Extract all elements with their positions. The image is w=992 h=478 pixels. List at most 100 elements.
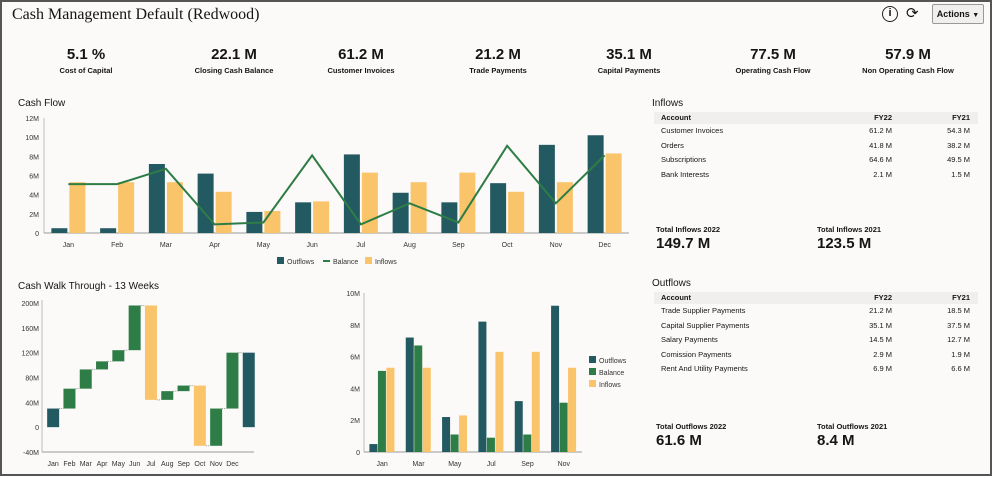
outflows-bar: [551, 305, 560, 452]
column-header: Account: [661, 113, 691, 122]
x-tick-label: Jul: [356, 242, 365, 249]
table-cell: 1.9 M: [951, 349, 970, 359]
kpi-label: Non Operating Cash Flow: [862, 66, 954, 75]
inflows-bar: [531, 351, 540, 452]
x-tick-label: Mar: [80, 461, 93, 468]
inflows-bar: [422, 367, 431, 452]
x-tick-label: Feb: [63, 461, 75, 468]
balance-line: [68, 144, 606, 226]
total-outflows-2021-label: Total Outflows 2021: [817, 422, 888, 431]
outflows-table: Account FY22 FY21 Trade Supplier Payments 21…: [654, 292, 978, 377]
kpi-label: Operating Cash Flow: [735, 66, 811, 75]
outflows-bar: [343, 154, 360, 233]
kpi-label: Customer Invoices: [327, 66, 395, 75]
x-tick-label: Jun: [306, 242, 317, 249]
x-tick-label: May: [448, 461, 462, 468]
y-tick-label: 40M: [25, 400, 39, 407]
y-tick-label: 8M: [29, 154, 39, 161]
outflows-bar: [442, 417, 451, 452]
kpi-tile: 5.1 % Cost of Capital: [11, 46, 161, 75]
legend-label: Inflows: [599, 382, 621, 389]
inflows-bar: [459, 415, 468, 452]
legend-label: Balance: [599, 370, 624, 377]
legend-swatch-outflows: [277, 257, 284, 264]
y-tick-label: 10M: [346, 291, 360, 298]
table-cell: Comission Payments: [661, 349, 732, 359]
legend-label: Outflows: [599, 358, 627, 365]
outflows-bar: [478, 321, 487, 452]
x-tick-label: May: [112, 461, 126, 468]
kpi-label: Capital Payments: [597, 66, 661, 75]
outflows-bar: [490, 183, 507, 233]
y-tick-label: 10M: [25, 135, 39, 142]
table-cell: 21.2 M: [869, 306, 892, 315]
table-row: Rent And Utility Payments 6.9 M 6.6 M: [654, 362, 978, 377]
x-tick-label: Jan: [48, 461, 59, 468]
table-cell: Orders: [661, 140, 684, 150]
x-tick-label: Sep: [177, 461, 190, 468]
inflows-table: Account FY22 FY21 Customer Invoices 61.2 M 54…: [654, 112, 978, 182]
y-tick-label: 8M: [350, 323, 360, 330]
x-tick-label: Nov: [210, 461, 223, 468]
table-cell: Salary Payments: [661, 335, 718, 344]
balance-bar: [523, 434, 532, 452]
y-tick-label: 4M: [29, 193, 39, 200]
y-tick-label: 6M: [29, 174, 39, 181]
inflows-bar: [264, 210, 281, 233]
balance-bar: [414, 345, 423, 452]
waterfall-bar: [177, 385, 190, 392]
column-header: FY21: [952, 113, 970, 122]
kpi-value: 21.2 M: [475, 46, 521, 63]
info-icon[interactable]: i: [882, 6, 898, 22]
legend-swatch-inflows: [589, 380, 596, 387]
table-row: Customer Invoices 61.2 M 54.3 M: [654, 124, 978, 139]
legend-label: Balance: [333, 259, 358, 266]
actions-label: Actions: [936, 9, 970, 19]
inflows-bar: [459, 172, 476, 233]
waterfall-bar: [161, 391, 174, 400]
y-tick-label: 160M: [21, 326, 39, 333]
y-tick-label: 2M: [29, 212, 39, 219]
table-cell: 49.5 M: [947, 155, 970, 164]
waterfall-bar: [226, 352, 239, 409]
outflows-bar: [587, 135, 604, 233]
table-row: Comission Payments 2.9 M 1.9 M: [654, 348, 978, 363]
actions-button[interactable]: Actions ▼: [932, 4, 984, 24]
inflows-bar: [386, 367, 395, 452]
kpi-value: 61.2 M: [338, 46, 384, 63]
legend-swatch-balance: [589, 368, 596, 375]
waterfall-bar: [79, 369, 92, 389]
x-tick-label: Feb: [111, 242, 123, 249]
table-header: Account FY22 FY21: [654, 112, 978, 124]
inflows-bar: [118, 182, 135, 233]
y-tick-label: 6M: [350, 355, 360, 362]
table-cell: 6.6 M: [951, 364, 970, 373]
table-cell: 37.5 M: [947, 320, 970, 330]
x-tick-label: Nov: [558, 461, 571, 468]
table-cell: 64.6 M: [869, 155, 892, 164]
table-cell: 54.3 M: [947, 126, 970, 135]
table-cell: 35.1 M: [869, 320, 892, 330]
total-outflows-2022-label: Total Outflows 2022: [656, 422, 727, 431]
x-tick-label: Sep: [521, 461, 534, 468]
balance-bar: [377, 370, 386, 452]
table-header: Account FY22 FY21: [654, 292, 978, 304]
outflows-bar: [369, 444, 378, 452]
total-outflows-2021: 8.4 M: [817, 432, 855, 449]
x-tick-label: Nov: [550, 242, 563, 249]
refresh-icon[interactable]: ⟳: [906, 5, 919, 22]
table-cell: 14.5 M: [869, 335, 892, 344]
total-inflows-2022-label: Total Inflows 2022: [656, 225, 721, 234]
cash-walk-title: Cash Walk Through - 13 Weeks: [18, 281, 159, 292]
inflows-bar: [605, 153, 622, 233]
inflows-bar: [69, 182, 86, 233]
inflows-bar: [508, 191, 525, 233]
y-tick-label: 0: [35, 425, 39, 432]
x-tick-label: Sep: [452, 242, 465, 249]
outflows-bar: [100, 228, 117, 233]
waterfall-bar: [96, 361, 109, 370]
kpi-value: 5.1 %: [66, 46, 106, 63]
waterfall-bar: [210, 408, 223, 446]
table-cell: 2.9 M: [873, 349, 892, 359]
x-tick-label: Jul: [487, 461, 496, 468]
